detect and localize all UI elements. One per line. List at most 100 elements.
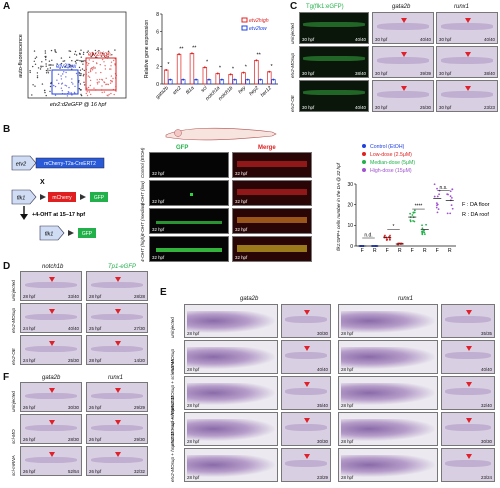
e-embryo-image: 28 hpf	[184, 412, 278, 446]
e-embryo-image: 28 hpf	[184, 376, 278, 410]
e-closeup-image: 30/30	[281, 304, 331, 338]
d-image: 24 hpf 25/30	[20, 335, 82, 365]
arrowhead-icon	[401, 86, 407, 92]
facs-event	[101, 85, 103, 87]
bar-gata2b-0	[163, 69, 169, 85]
count-label: 27/30	[134, 326, 145, 331]
facs-event	[101, 78, 103, 81]
arrowhead-icon	[49, 419, 55, 425]
facs-event	[45, 94, 47, 97]
facs-event	[99, 64, 102, 66]
facs-event	[79, 74, 81, 77]
stage-label: 28 hpf	[341, 367, 354, 372]
facs-event	[101, 58, 104, 61]
legend-swatch	[241, 25, 248, 31]
stage-label: 30 hpf	[302, 105, 315, 110]
bar-ytick-label: 8	[156, 12, 159, 18]
dose-point	[436, 187, 438, 190]
bar-hey-0	[241, 72, 246, 85]
facs-event	[110, 92, 112, 95]
dose-point	[412, 211, 415, 214]
arrowhead-icon	[115, 387, 121, 393]
facs-event	[82, 63, 84, 65]
dose-point	[425, 223, 427, 226]
facs-event	[112, 77, 114, 80]
dose-point	[411, 214, 414, 216]
dose-ytick-label: 0	[350, 244, 353, 250]
facs-event	[80, 49, 82, 51]
bar-sig: *	[245, 65, 248, 71]
count-label: 14/20	[134, 358, 145, 363]
facs-event	[107, 53, 109, 55]
panel-label-e: E	[160, 287, 167, 298]
b-gfp-control: 32 hpf	[149, 152, 229, 178]
dose-xtick-label: F	[411, 248, 414, 254]
count-label: 30/30	[481, 439, 492, 444]
f-header-gata2b: gata2b	[42, 375, 61, 381]
stage-label: 28 hpf	[187, 475, 200, 480]
c-header-flk1: Tg(flk1:eGFP)	[306, 4, 344, 10]
facs-event	[36, 72, 39, 74]
bar-sig: *	[270, 64, 273, 70]
arrowhead-icon	[115, 340, 121, 346]
bar-ytick-label: 6	[156, 29, 159, 35]
c-image: 30 hpf 38/40	[299, 46, 369, 78]
stage-label: 28 hpf	[187, 403, 200, 408]
facs-event	[88, 91, 91, 93]
count-label: 38/40	[484, 71, 495, 76]
facs-event	[80, 89, 82, 91]
facs-event	[36, 75, 39, 77]
embryo-shape	[341, 383, 435, 405]
count-label: 40/40	[317, 367, 328, 372]
c-image: 30 hpf 23/23	[436, 80, 498, 112]
count-label: 40/40	[481, 367, 492, 372]
facs-event	[74, 53, 76, 55]
facs-event	[61, 82, 64, 84]
d-image: 28 hpf 28/28	[86, 271, 148, 301]
facs-event	[41, 61, 43, 63]
facs-event	[39, 68, 42, 70]
dose-point	[421, 230, 423, 233]
e-embryo-image: 28 hpf	[184, 448, 278, 482]
facs-event	[89, 70, 92, 73]
c-row-label: etv2-MOsup	[290, 52, 295, 78]
embryo-sketch	[162, 125, 282, 143]
facs-event	[49, 69, 51, 72]
stage-label: 28 hpf	[187, 439, 200, 444]
arrowhead-icon	[466, 454, 472, 460]
arrowhead-icon	[401, 18, 407, 24]
facs-event	[104, 65, 106, 67]
facs-event	[45, 59, 47, 61]
facs-event	[74, 50, 77, 53]
bar-point	[255, 59, 258, 62]
schematic-svg: etv2 mCherry-T2a-CreERT2 X flk1 mCherry …	[11, 155, 108, 241]
facs-event	[52, 64, 54, 66]
e-embryo-image: 28 hpf	[338, 340, 438, 374]
dose-ytick-label: 30	[347, 182, 353, 188]
facs-event	[109, 68, 111, 70]
facs-event	[103, 91, 106, 93]
facs-event	[68, 50, 70, 52]
arrowhead-icon	[466, 346, 472, 352]
facs-event	[109, 82, 112, 84]
arrowhead-icon	[466, 310, 472, 316]
d-row-label: etv2-MOsup	[11, 307, 16, 333]
facs-event	[73, 91, 76, 94]
facs-event	[68, 86, 70, 89]
d-image: 24 hpf 40/40	[20, 303, 82, 333]
facs-event	[93, 66, 95, 68]
c-image: 30 hpf 40/40	[299, 80, 369, 112]
bar-sig: *	[167, 62, 170, 68]
b-row-control: Control (EtOH)	[140, 147, 145, 178]
stage-label: 30 hpf	[439, 37, 452, 42]
facs-event	[32, 84, 34, 86]
facs-event	[62, 73, 64, 75]
f-row-label: scl-MO	[11, 429, 16, 444]
facs-event	[60, 62, 63, 65]
facs-event	[86, 94, 89, 97]
dose-legend-marker	[362, 144, 366, 148]
stop-mcherry: mCherry	[52, 195, 72, 201]
dose-point	[450, 196, 453, 199]
arrowhead-icon	[466, 382, 472, 388]
arrowhead-icon	[304, 310, 310, 316]
